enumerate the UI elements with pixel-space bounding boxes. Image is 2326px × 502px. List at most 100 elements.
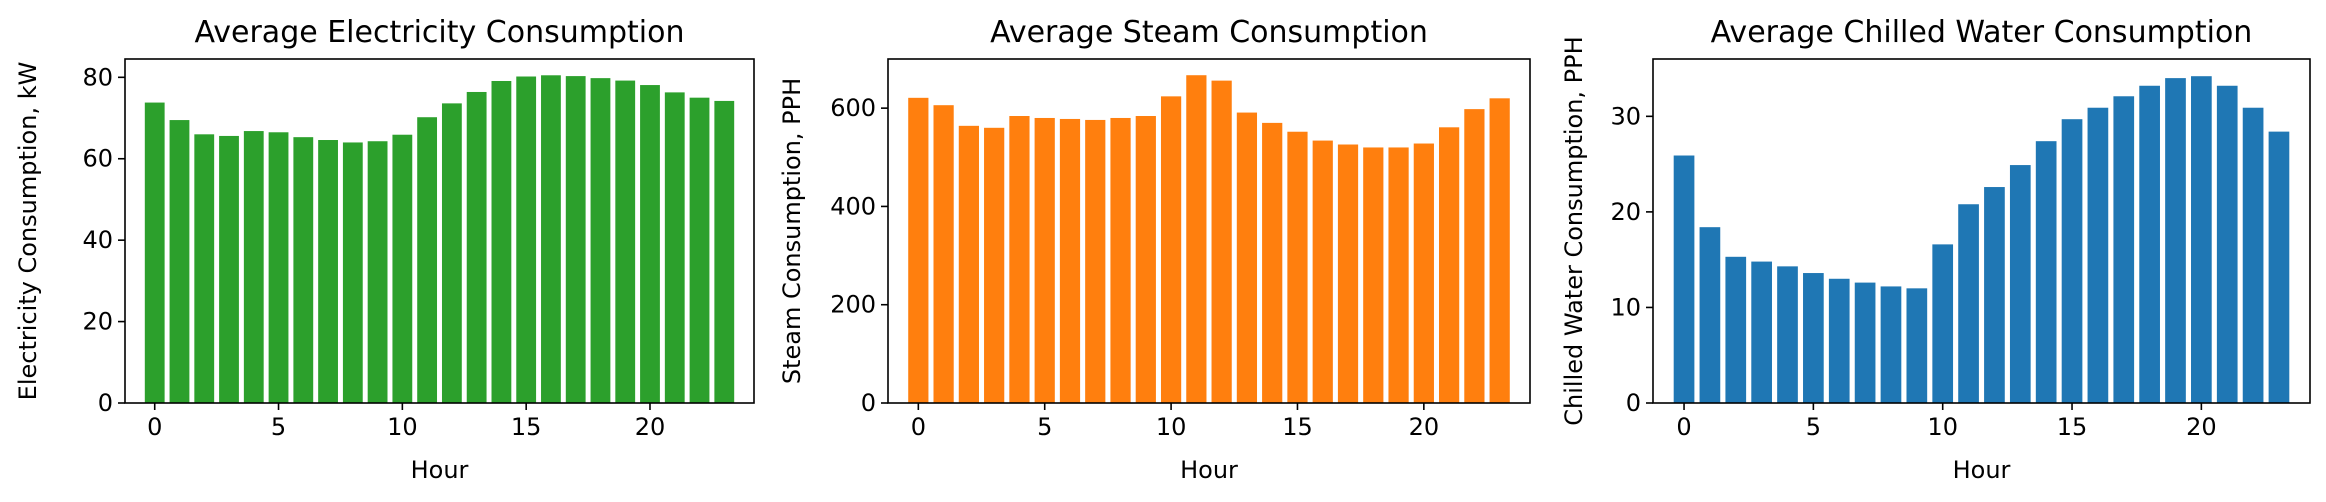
bar [1337,144,1359,403]
bar [516,76,537,404]
bar [2035,141,2057,403]
y-tick-label: 0 [98,389,113,417]
bar [491,80,512,403]
chart-title: Average Electricity Consumption [195,15,685,50]
x-tick-label: 20 [1409,413,1440,441]
bar [2061,119,2083,403]
bar [1186,75,1207,404]
bar [1699,227,1721,403]
bar [1854,282,1876,403]
y-tick-label: 30 [1610,102,1641,130]
bar [615,80,636,404]
bar [689,97,710,403]
bar [1110,117,1131,403]
bar [1984,187,2005,403]
bar [1262,122,1283,403]
bar [1777,266,1798,403]
bar [565,76,586,403]
y-tick-label: 40 [82,226,113,254]
bar [1413,143,1434,404]
bar [1236,112,1258,404]
x-tick-label: 5 [1806,413,1821,441]
bar [1958,204,1979,403]
bar [1880,286,1902,403]
x-axis-label: Hour [1180,456,1238,484]
bar [417,117,438,403]
bar [1135,116,1156,404]
plot-frame [124,58,755,404]
bar [908,97,929,403]
x-tick-label: 5 [271,413,286,441]
y-axis-label: Steam Consumption, PPH [778,78,806,384]
bar [1489,98,1510,404]
bar [2165,78,2186,403]
y-tick-label: 0 [861,389,876,417]
y-tick-label: 0 [1626,389,1641,417]
x-axis-label: Hour [411,456,469,484]
bar [1751,261,1772,403]
bar [169,120,190,403]
bar [466,91,487,403]
plot-frame [887,58,1531,404]
bar [958,125,979,403]
x-tick-label: 15 [1282,413,1313,441]
y-axis-label: Electricity Consumption, kW [14,62,42,401]
bar [243,131,264,403]
bar [293,137,314,403]
y-tick-label: 60 [82,145,113,173]
bar [1059,118,1081,403]
bar [1932,244,1954,403]
bar [1906,288,1928,403]
y-tick-label: 10 [1610,293,1641,321]
plot-frame [1652,58,2311,404]
bar [1673,155,1695,403]
bar [1009,116,1030,404]
x-tick-label: 10 [387,413,418,441]
bar [1287,131,1308,403]
bar [1363,147,1384,403]
bar [219,135,239,403]
bar [1803,273,1824,403]
bar [1439,127,1460,404]
y-tick-label: 80 [82,63,113,91]
bar [1725,256,1747,403]
x-tick-label: 15 [511,413,542,441]
y-tick-label: 600 [830,94,876,122]
bar [2242,107,2264,403]
bar [268,132,289,403]
bar [640,85,660,403]
bar [984,127,1005,404]
bar [2191,76,2212,403]
bar [714,100,735,403]
bar [2139,85,2160,403]
y-tick-label: 20 [1610,198,1641,226]
bar [2087,107,2109,403]
bar [342,142,363,403]
x-tick-label: 0 [911,413,926,441]
x-tick-label: 0 [1676,413,1691,441]
chart-title: Average Chilled Water Consumption [1711,15,2253,50]
y-tick-label: 400 [830,192,876,220]
bar [194,134,215,404]
chart-title: Average Steam Consumption [990,15,1428,50]
y-tick-label: 200 [830,291,876,319]
bar [1034,117,1055,403]
bar [144,102,165,404]
bar [590,78,611,403]
chart-panel-1: 0 5 10 15 20 0 20 40 60 80 Average Electricity Con… [14,15,755,484]
x-tick-label: 20 [635,413,666,441]
x-tick-label: 10 [1927,413,1958,441]
x-tick-label: 5 [1037,413,1052,441]
bar [1211,80,1232,403]
bar [2113,96,2135,404]
bar [664,92,685,403]
bar [1085,119,1106,404]
y-tick-label: 20 [82,308,113,336]
bar [1312,140,1333,403]
x-tick-label: 15 [2057,413,2088,441]
bar [2216,85,2238,403]
bar [367,141,388,403]
x-tick-label: 10 [1156,413,1187,441]
